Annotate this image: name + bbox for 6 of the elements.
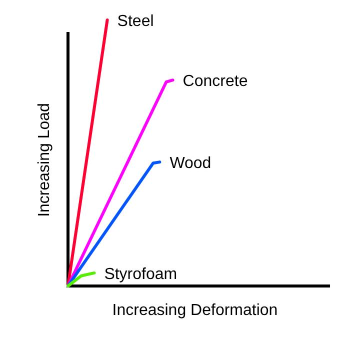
x-axis-title: Increasing Deformation: [112, 302, 278, 319]
series-label: Concrete: [182, 73, 248, 90]
y-axis-title: Increasing Load: [36, 103, 53, 217]
series-label: Styrofoam: [104, 266, 178, 283]
series-label: Wood: [170, 155, 212, 172]
series-label: Steel: [117, 13, 154, 30]
